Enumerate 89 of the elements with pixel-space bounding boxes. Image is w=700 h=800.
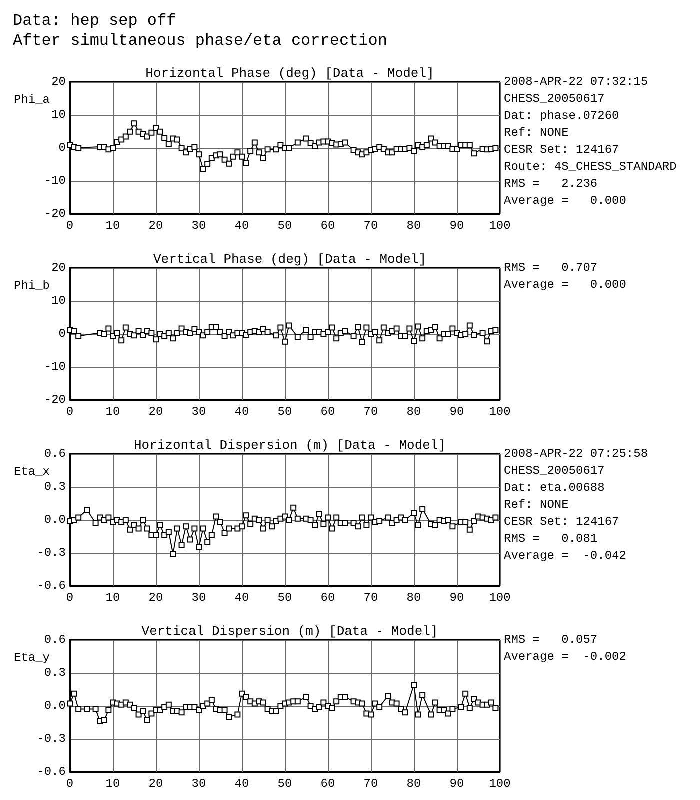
text: RMS = 2.236 (504, 177, 598, 191)
text: Average = 0.000 (504, 278, 626, 292)
text: RMS = 0.707 (504, 261, 598, 275)
x-tick-label: 100 (489, 591, 511, 605)
x-tick-label: 90 (450, 405, 464, 419)
x-tick-label: 100 (489, 405, 511, 419)
y-tick-label: 0.6 (44, 633, 66, 647)
x-tick-label: 60 (320, 777, 336, 791)
y-tick-label: 20 (52, 75, 66, 89)
x-tick-label: 50 (278, 591, 292, 605)
x-tick-label: 80 (406, 777, 422, 791)
y-tick-label: -0.6 (37, 765, 66, 779)
text: CESR Set: 124167 (504, 143, 620, 157)
text: Ref: NONE (504, 126, 569, 140)
y-tick-label: -0.3 (37, 546, 66, 560)
text: Average = -0.002 (504, 650, 626, 664)
y-tick-label: -10 (44, 174, 66, 188)
y-tick-label: 0.0 (44, 699, 66, 713)
text: CESR Set: 124167 (504, 515, 620, 529)
text: After simultaneous phase/eta correction (13, 32, 388, 50)
x-tick-label: 10 (106, 777, 120, 791)
y-tick-label: 0.6 (44, 447, 66, 461)
x-tick-label: 90 (450, 777, 464, 791)
y-tick-label: 0.3 (44, 666, 66, 680)
x-tick-label: 80 (406, 405, 422, 419)
text: Dat: phase.07260 (504, 109, 620, 123)
chart-title: Horizontal Phase (deg) [Data - Model] (146, 66, 434, 81)
y-tick-label: 0 (58, 141, 66, 155)
y-tick-label: -10 (44, 360, 66, 374)
text: Ref: NONE (504, 498, 569, 512)
x-tick-label: 80 (406, 591, 422, 605)
x-tick-label: 40 (234, 591, 250, 605)
y-axis-title: Phi_a (14, 93, 50, 107)
y-tick-label: 10 (52, 108, 66, 122)
y-axis-title: Eta_y (14, 651, 50, 665)
y-axis-title: Phi_b (14, 279, 50, 293)
x-tick-label: 40 (234, 219, 250, 233)
x-tick-label: 70 (364, 777, 378, 791)
x-tick-label: 30 (192, 591, 206, 605)
x-tick-label: 60 (320, 405, 336, 419)
y-tick-label: 10 (52, 294, 66, 308)
x-tick-label: 80 (406, 219, 422, 233)
text: Average = -0.042 (504, 549, 626, 563)
y-tick-label: -0.3 (37, 732, 66, 746)
x-tick-label: 10 (106, 219, 120, 233)
x-tick-label: 70 (364, 219, 378, 233)
text: RMS = 0.057 (504, 633, 598, 647)
x-tick-label: 40 (234, 405, 250, 419)
x-tick-label: 10 (106, 405, 120, 419)
x-tick-label: 60 (320, 219, 336, 233)
x-tick-label: 70 (364, 591, 378, 605)
x-tick-label: 70 (364, 405, 378, 419)
x-tick-label: 20 (148, 219, 164, 233)
y-tick-label: 20 (52, 261, 66, 275)
x-tick-label: 20 (148, 591, 164, 605)
x-tick-label: 10 (106, 591, 120, 605)
x-tick-label: 30 (192, 405, 206, 419)
text: Average = 0.000 (504, 194, 626, 208)
y-axis-title: Eta_x (14, 465, 50, 479)
x-tick-label: 100 (489, 777, 511, 791)
text: 2008-APR-22 07:32:15 (504, 75, 648, 89)
text: 2008-APR-22 07:25:58 (504, 447, 648, 461)
x-tick-label: 90 (450, 591, 464, 605)
x-tick-label: 90 (450, 219, 464, 233)
y-tick-label: 0 (58, 327, 66, 341)
text: Dat: eta.00688 (504, 481, 605, 495)
text: Data: hep sep off (13, 12, 176, 30)
x-tick-label: 40 (234, 777, 250, 791)
y-tick-label: -20 (44, 207, 66, 221)
x-tick-label: 50 (278, 777, 292, 791)
x-tick-label: 50 (278, 219, 292, 233)
chart-title: Vertical Phase (deg) [Data - Model] (153, 252, 427, 267)
x-tick-label: 30 (192, 777, 206, 791)
y-tick-label: -20 (44, 393, 66, 407)
x-tick-label: 20 (148, 405, 164, 419)
x-tick-label: 30 (192, 219, 206, 233)
chart-title: Vertical Dispersion (m) [Data - Model] (142, 624, 438, 639)
y-tick-label: -0.6 (37, 579, 66, 593)
y-tick-label: 0.3 (44, 480, 66, 494)
x-tick-label: 60 (320, 591, 336, 605)
x-tick-label: 50 (278, 405, 292, 419)
text: CHESS_20050617 (504, 464, 605, 478)
y-tick-label: 0.0 (44, 513, 66, 527)
chart-title: Horizontal Dispersion (m) [Data - Model] (134, 438, 446, 453)
text: CHESS_20050617 (504, 92, 605, 106)
x-tick-label: 100 (489, 219, 511, 233)
x-tick-label: 20 (148, 777, 164, 791)
text: RMS = 0.081 (504, 532, 598, 546)
text: Route: 4S_CHESS_STANDARD (504, 160, 677, 174)
